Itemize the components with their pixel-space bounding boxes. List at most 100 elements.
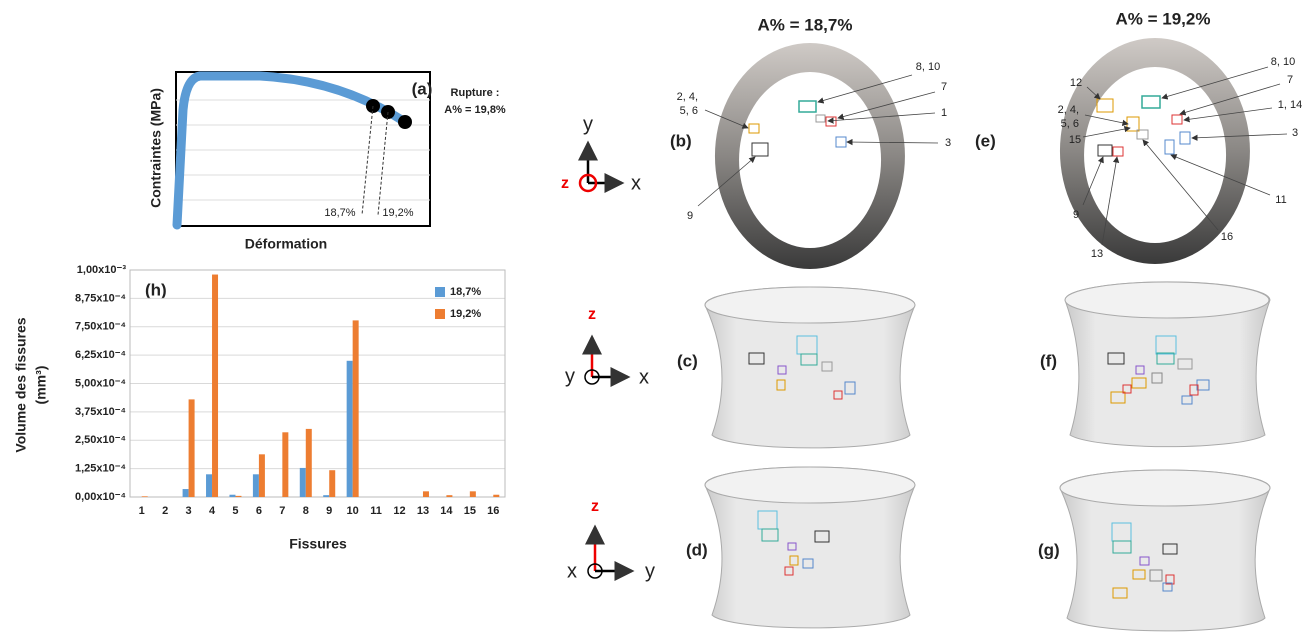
triad-c: [582, 334, 631, 387]
fissure-label: 9: [687, 210, 693, 222]
triad-d: [585, 524, 635, 581]
bar: [212, 274, 219, 497]
bar: [329, 470, 336, 497]
bar: [206, 474, 213, 497]
fissure-label: 1: [941, 107, 947, 119]
axis-letter: x: [567, 560, 577, 582]
x-tick-label: 7: [279, 505, 285, 517]
plot-frame: [129, 269, 506, 498]
panel-label: (f): [1040, 351, 1057, 370]
panel-label: (g): [1038, 540, 1060, 559]
bar: [141, 496, 148, 497]
panel-a: (a) 18,7% 19,2% Rupture : A% = 19,8% Con…: [148, 71, 506, 252]
axis-letter: y: [645, 560, 655, 582]
fissure-label: 8, 10: [1271, 56, 1295, 68]
panel-label: (b): [670, 131, 692, 150]
plot-frame: [175, 71, 431, 227]
x-tick-label: 3: [186, 505, 192, 517]
x-tick-label: 4: [209, 505, 216, 517]
bar: [182, 489, 189, 497]
point: [398, 115, 412, 129]
bar: [258, 454, 265, 497]
fissure-label: 13: [1091, 248, 1103, 260]
x-tick-label: 16: [487, 505, 499, 517]
fissure-label: 1, 14: [1278, 99, 1302, 111]
axis-title: Volume des fissures: [13, 317, 29, 452]
x-tick-label: 6: [256, 505, 262, 517]
fissure-label: 5, 6: [1061, 118, 1079, 130]
title: A% = 19,2%: [1116, 9, 1211, 28]
panel-label: (e): [975, 131, 996, 150]
axis-letter: x: [631, 172, 641, 194]
fissure-label: 15: [1069, 134, 1081, 146]
panel-label: (h): [145, 280, 167, 299]
y-tick-label: 5,00x10⁻⁴: [75, 377, 126, 389]
panel-label: (d): [686, 540, 708, 559]
axis-letter: y: [583, 113, 593, 135]
fissure-boxes: [748, 335, 1210, 599]
annotation: Rupture :: [451, 87, 500, 99]
fissure-label: 11: [1275, 194, 1286, 206]
bar: [469, 491, 476, 497]
bar: [346, 360, 353, 497]
y-tick-label: 6,25x10⁻⁴: [75, 349, 126, 361]
ring-e: [1059, 38, 1250, 264]
fissure-label: 7: [941, 81, 947, 93]
bar: [252, 474, 259, 497]
axis-title: Contraintes (MPa): [148, 88, 164, 208]
bar: [235, 495, 242, 497]
bar: [446, 495, 453, 497]
fissure-label: 8, 10: [916, 61, 940, 73]
axis-letter: z: [588, 306, 596, 323]
axis-title: (mm³): [33, 366, 49, 405]
bar-chart: 0,00x10⁻⁴ 1,25x10⁻⁴ 2,50x10⁻⁴ 3,75x10⁻⁴ 5,00…: [75, 264, 506, 517]
x-tick-label: 15: [464, 505, 476, 517]
axis-letter: y: [565, 365, 575, 387]
y-tick-label: 8,75x10⁻⁴: [75, 292, 126, 304]
bar: [493, 494, 500, 497]
bar: [282, 432, 289, 497]
bar: [305, 428, 312, 497]
title: A% = 18,7%: [758, 15, 853, 34]
legend-swatch: [435, 309, 445, 319]
legend-label: 18,7%: [450, 286, 481, 298]
panel-label: (a): [412, 79, 433, 98]
fissure-label: 16: [1221, 231, 1233, 243]
bar: [422, 491, 429, 497]
fissure-label: 2, 4,: [677, 91, 698, 103]
x-tick-label: 9: [326, 505, 332, 517]
fissure-label: 2, 4,: [1058, 104, 1079, 116]
bar: [299, 467, 306, 497]
legend-swatch: [435, 287, 445, 297]
ring-b: [714, 43, 905, 269]
x-tick-label: 13: [417, 505, 429, 517]
x-tick-label: 8: [303, 505, 309, 517]
fissure-label: 12: [1070, 77, 1082, 89]
bar: [352, 320, 359, 497]
x-tick-label: 12: [393, 505, 405, 517]
axis-title: Fissures: [289, 536, 347, 552]
x-tick-label: 1: [139, 505, 145, 517]
fissure-label: 9: [1073, 209, 1079, 221]
y-tick-label: 3,75x10⁻⁴: [75, 406, 126, 418]
bar: [229, 494, 236, 497]
annotation: A% = 19,8%: [444, 104, 506, 116]
legend-label: 19,2%: [450, 308, 481, 320]
grid: [176, 99, 430, 201]
x-tick-label: 5: [232, 505, 238, 517]
fissure-label: 3: [945, 137, 951, 149]
x-tick-label: 10: [347, 505, 359, 517]
triad-b: [578, 140, 625, 193]
bar: [323, 495, 330, 497]
x-tick-label: 2: [162, 505, 168, 517]
bar: [188, 399, 195, 497]
fissure-label: 5, 6: [680, 105, 698, 117]
annotation: 18,7%: [324, 207, 355, 219]
axis-letter: z: [561, 175, 569, 192]
cylinders: [704, 281, 1271, 632]
y-tick-label: 2,50x10⁻⁴: [75, 434, 126, 446]
fissure-label: 3: [1292, 127, 1298, 139]
axis-title: Déformation: [245, 236, 327, 252]
y-tick-label: 0,00x10⁻⁴: [75, 491, 126, 503]
